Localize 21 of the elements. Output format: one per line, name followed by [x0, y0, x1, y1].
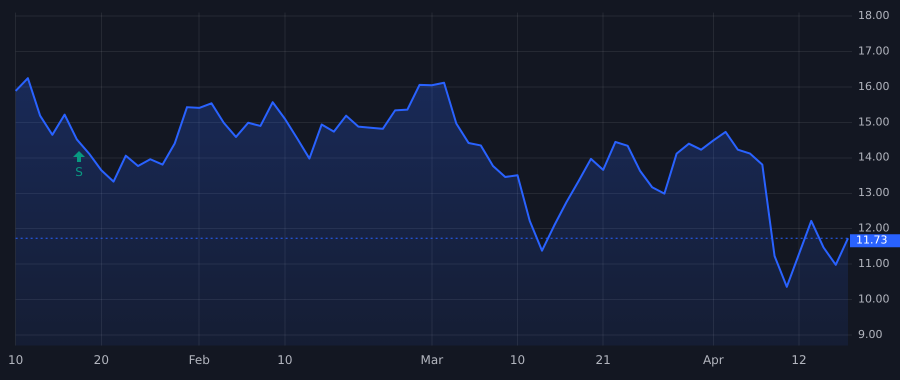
x-tick-label: 10 [8, 352, 24, 367]
x-tick-label: 10 [510, 352, 526, 367]
y-tick-label: 17.00 [858, 44, 890, 58]
x-tick-label: 12 [791, 352, 807, 367]
y-tick-label: 14.00 [858, 150, 890, 164]
y-tick-label: 11.00 [858, 256, 890, 270]
x-tick-label: Apr [702, 352, 724, 367]
y-tick-label: 15.00 [858, 115, 890, 128]
x-tick-label: Mar [420, 352, 444, 367]
x-tick-label: 21 [596, 352, 611, 367]
x-tick-label: Feb [188, 352, 210, 367]
ref-line-label: 11.73 [856, 234, 888, 247]
y-tick-label: 9.00 [858, 328, 882, 341]
y-tick-label: 12.00 [858, 222, 890, 235]
y-tick-label: 18.00 [858, 9, 890, 22]
y-tick-label: 13.00 [858, 186, 890, 200]
annotation: S [75, 165, 83, 179]
y-tick-label: 10.00 [858, 292, 890, 306]
x-tick-label: 10 [277, 352, 293, 367]
x-tick-label: 20 [94, 352, 109, 367]
y-tick-label: 16.00 [858, 80, 890, 93]
